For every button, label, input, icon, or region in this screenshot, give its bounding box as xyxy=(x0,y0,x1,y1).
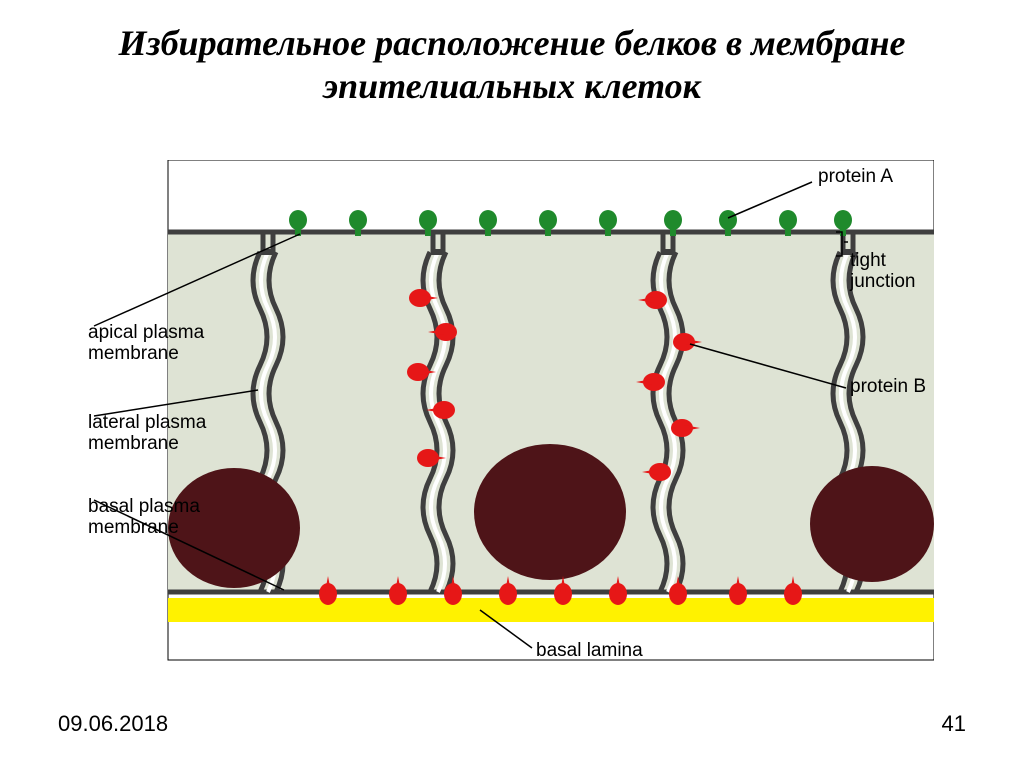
nucleus xyxy=(810,466,934,582)
page-number: 41 xyxy=(942,711,966,737)
date-text: 09.06.2018 xyxy=(58,711,168,737)
label-basal-lamina: basal lamina xyxy=(536,640,643,661)
page-title: Избирательное расположение белков в мемб… xyxy=(0,22,1024,108)
nucleus xyxy=(474,444,626,580)
diagram: protein Atightjunctionprotein Bapical pl… xyxy=(88,160,934,680)
label-protein-a: protein A xyxy=(818,166,893,187)
label-protein-b: protein B xyxy=(850,376,926,397)
diagram-svg: protein Atightjunctionprotein Bapical pl… xyxy=(88,160,934,680)
basal-lamina xyxy=(168,598,934,622)
slide: Избирательное расположение белков в мемб… xyxy=(0,0,1024,767)
nucleus xyxy=(168,468,300,588)
